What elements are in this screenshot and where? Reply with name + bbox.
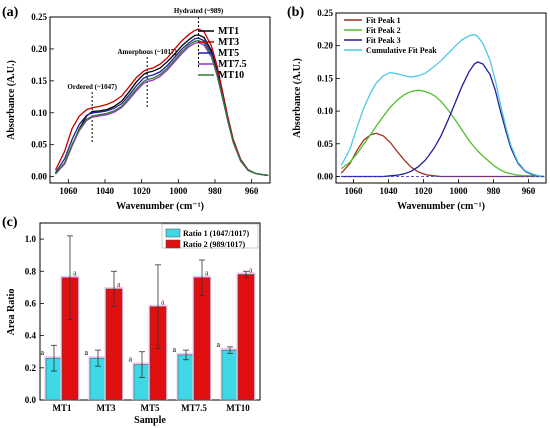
legend-entry: Fit Peak 1 — [366, 16, 401, 25]
annotation-label: Ordered (~1047) — [67, 83, 117, 91]
y-tick-label: 0.05 — [317, 139, 333, 149]
legend-entry: MT10 — [218, 70, 244, 81]
x-tick-label: 1060 — [345, 186, 364, 196]
legend-swatch — [165, 239, 181, 249]
legend-entry: MT1 — [218, 26, 239, 37]
y-tick-label: 0.10 — [31, 108, 47, 118]
y-tick-label: 0.8 — [25, 266, 37, 276]
y-tick-label: 0.2 — [25, 363, 37, 373]
category-label: MT10 — [226, 403, 250, 413]
panel-b: (b) 1060 1040 1020 1000 980 960 0.00 0.05 0.10 0.… — [287, 5, 547, 212]
x-tick-label: 1040 — [380, 186, 399, 196]
significance-letter: a — [128, 355, 132, 364]
panel-a: (a) Ordered (~1047) Amorphous (~1017) Hydr… — [2, 5, 271, 212]
panel-c-xlabel: Sample — [134, 415, 166, 426]
bar-ratio-2 — [237, 274, 255, 401]
series-line-mt3 — [54, 28, 269, 176]
panel-c-bars: a a a a a a a a a a — [40, 235, 256, 401]
panel-c-ticks: 0.0 0.2 0.4 0.6 0.8 1.0 MT1 MT3 MT5 MT7.5 MT10 — [25, 234, 250, 413]
panel-a-plot-frame — [49, 16, 271, 184]
significance-letter: a — [172, 345, 176, 354]
y-tick-label: 0.25 — [31, 12, 47, 22]
bar-ratio-1 — [177, 354, 195, 401]
significance-letter: a — [73, 269, 77, 278]
legend-entry: MT5 — [218, 48, 239, 59]
series-line-cumulative-fit-peak — [340, 33, 545, 178]
panel-c: (c) a a a a a a a a a a 0.0 0.2 0.4 0.6 0.8 1.0 MT1 MT3 M… — [2, 215, 261, 426]
y-tick-label: 0.15 — [31, 76, 47, 86]
x-tick-label: 1000 — [169, 186, 188, 196]
significance-letter: a — [40, 348, 44, 357]
panel-a-lines — [54, 28, 269, 176]
legend-entry: MT3 — [218, 37, 239, 48]
panel-a-ylabel: Absorbance (A.U.) — [6, 60, 17, 140]
annotation-label: Amorphous (~1017) — [117, 48, 177, 56]
y-tick-label: 0.25 — [317, 8, 333, 18]
y-tick-label: 0.00 — [317, 171, 333, 181]
y-tick-label: 0.20 — [31, 44, 47, 54]
significance-letter: a — [117, 280, 121, 289]
legend-entry: Cumulative Fit Peak — [366, 46, 437, 55]
panel-a-xlabel: Wavenumber (cm⁻¹) — [116, 201, 204, 212]
panel-b-lines — [336, 33, 546, 178]
panel-c-legend: Ratio 1 (1047/1017) Ratio 2 (989/1017) — [161, 223, 259, 249]
y-tick-label: 0.15 — [317, 73, 333, 83]
series-line-fit-peak-3 — [341, 61, 545, 178]
y-tick-label: 0.00 — [31, 172, 47, 182]
legend-swatch — [165, 228, 181, 238]
significance-letter: a — [216, 340, 220, 349]
bar-ratio-2 — [193, 277, 211, 401]
significance-letter: a — [161, 298, 165, 307]
x-tick-label: 960 — [245, 186, 259, 196]
panel-b-ticks: 1060 1040 1020 1000 980 960 0.00 0.05 0.10 0.15 0.… — [317, 8, 536, 196]
panel-b-xlabel: Wavenumber (cm⁻¹) — [397, 201, 485, 212]
panel-b-ylabel: Absorbance (A.U.) — [292, 58, 303, 138]
y-tick-label: 0.0 — [25, 395, 37, 405]
series-line-fit-peak-2 — [340, 89, 545, 178]
y-tick-label: 1.0 — [25, 234, 37, 244]
category-label: MT5 — [141, 403, 160, 413]
y-tick-label: 0.4 — [25, 331, 37, 341]
x-tick-label: 1040 — [96, 186, 115, 196]
significance-letter: a — [84, 348, 88, 357]
x-tick-label: 1000 — [450, 186, 469, 196]
panel-c-ylabel: Area Ratio — [6, 289, 17, 336]
x-tick-label: 1020 — [133, 186, 152, 196]
legend-entry: Fit Peak 2 — [366, 26, 401, 35]
panel-c-label: (c) — [2, 215, 18, 230]
legend-entry: Fit Peak 3 — [366, 36, 401, 45]
x-tick-label: 980 — [487, 186, 501, 196]
category-label: MT3 — [97, 403, 116, 413]
y-tick-label: 0.05 — [31, 140, 47, 150]
panel-a-label: (a) — [2, 5, 19, 20]
x-tick-label: 1060 — [59, 186, 78, 196]
legend-entry: Ratio 1 (1047/1017) — [183, 229, 250, 238]
significance-letter: a — [249, 265, 253, 274]
panel-b-plot-frame — [335, 12, 547, 184]
panel-a-ticks: 1060 1040 1020 1000 980 960 0.00 0.05 0.10 0.15 0.… — [31, 12, 259, 196]
y-tick-label: 0.20 — [317, 41, 333, 51]
legend-entry: Ratio 2 (989/1017) — [183, 240, 246, 249]
y-tick-label: 0.6 — [25, 298, 37, 308]
category-label: MT7.5 — [181, 403, 207, 413]
series-line-mt10 — [54, 39, 269, 176]
significance-letter: a — [205, 269, 209, 278]
legend-entry: MT7.5 — [218, 59, 247, 70]
bar-ratio-1 — [221, 349, 239, 401]
x-tick-label: 960 — [522, 186, 536, 196]
y-tick-label: 0.10 — [317, 106, 333, 116]
category-label: MT1 — [53, 403, 72, 413]
x-tick-label: 1020 — [415, 186, 434, 196]
annotation-label: Hydrated (~989) — [174, 7, 224, 15]
panel-b-label: (b) — [287, 5, 304, 20]
x-tick-label: 980 — [208, 186, 222, 196]
